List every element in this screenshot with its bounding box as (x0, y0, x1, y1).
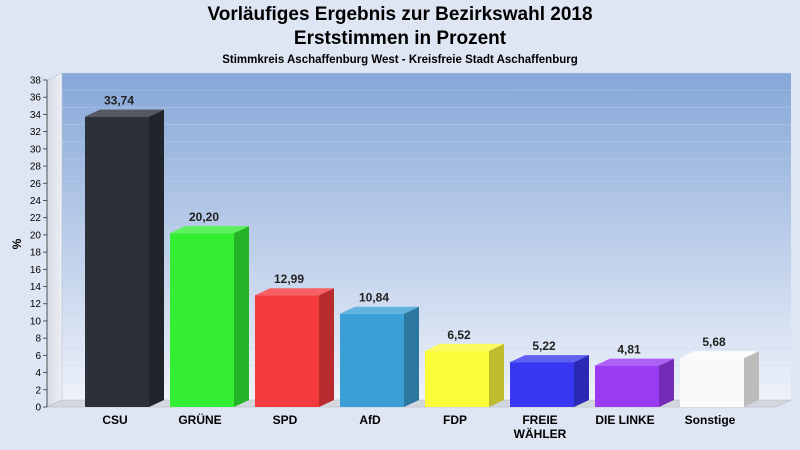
data-label: 4,81 (617, 343, 641, 357)
bar-afd (340, 306, 419, 407)
y-tick-label: 4 (35, 368, 41, 379)
bar-top (255, 288, 334, 296)
y-tick-label: 2 (35, 385, 41, 396)
bar-side (574, 355, 589, 407)
x-tick-label: WÄHLER (514, 426, 567, 441)
y-tick-label: 14 (30, 282, 42, 293)
data-label: 20,20 (189, 210, 219, 224)
y-tick-label: 10 (30, 316, 42, 327)
data-label: 5,22 (532, 339, 556, 353)
bar-csu (85, 109, 164, 408)
bar-top (425, 343, 504, 351)
y-tick-label: 20 (30, 230, 42, 241)
bar-top (680, 351, 759, 359)
bar-front (85, 116, 149, 408)
y-tick-label: 32 (30, 127, 42, 138)
gridline (46, 279, 791, 287)
x-tick-label: DIE LINKE (595, 413, 654, 427)
gridline (46, 124, 791, 132)
x-tick-label: FDP (443, 413, 467, 427)
bar-front (510, 362, 574, 407)
y-tick-label: 12 (30, 299, 42, 310)
chart-subtitle: Erststimmen in Prozent (293, 28, 507, 49)
chart-title: Vorläufiges Ergebnis zur Bezirkswahl 201… (207, 4, 593, 25)
bar-side (744, 351, 759, 407)
gridline (46, 141, 791, 150)
bar-spd (255, 288, 334, 407)
x-tick-label: AfD (359, 413, 381, 427)
x-tick-label: FREIE (522, 413, 557, 427)
y-axis-label: % (10, 238, 24, 249)
gridline (46, 227, 791, 236)
x-tick-label: CSU (102, 413, 127, 427)
gridline (46, 210, 791, 219)
gridline (46, 330, 791, 339)
chart-caption: Stimmkreis Aschaffenburg West - Kreisfre… (222, 54, 578, 66)
bar-top (85, 109, 164, 117)
y-tick-label: 18 (30, 248, 42, 259)
data-label: 12,99 (274, 272, 304, 286)
bar-grüne (170, 226, 249, 407)
y-tick-label: 26 (30, 179, 42, 190)
data-label: 6,52 (447, 328, 471, 342)
bar-side (659, 358, 674, 407)
y-tick-label: 34 (30, 110, 42, 121)
bar-front (425, 350, 489, 407)
bar-side (234, 226, 249, 407)
bar-front (340, 313, 404, 407)
data-label: 10,84 (359, 291, 389, 305)
bar-side (149, 109, 164, 408)
x-tick-label: SPD (273, 413, 298, 427)
left-wall (46, 72, 63, 408)
gridline (46, 382, 791, 391)
bar-fdp (425, 343, 504, 407)
gridline (46, 193, 791, 201)
y-tick-label: 6 (35, 351, 41, 362)
bar-front (170, 233, 234, 407)
bar-sonstige (680, 351, 759, 407)
gridline (46, 158, 791, 167)
bar-top (340, 306, 419, 314)
data-label: 5,68 (702, 335, 726, 349)
gridline (46, 244, 791, 253)
bar-side (319, 288, 334, 407)
bar-front (595, 365, 659, 407)
gridline (46, 261, 791, 270)
y-tick-label: 22 (30, 213, 42, 224)
bar-side (489, 343, 504, 407)
y-tick-label: 0 (35, 403, 41, 414)
y-tick-label: 24 (30, 196, 42, 207)
y-tick-label: 36 (30, 93, 42, 104)
gridline (46, 348, 791, 356)
y-tick-label: 38 (30, 76, 42, 87)
data-label: 33,74 (104, 94, 134, 108)
bar-top (595, 358, 674, 366)
x-tick-label: GRÜNE (178, 412, 221, 427)
y-tick-label: 30 (30, 144, 42, 155)
bar-front (680, 358, 744, 407)
gridline (46, 107, 791, 115)
y-tick-label: 8 (35, 334, 41, 345)
x-tick-label: Sonstige (685, 413, 736, 427)
bar-top (170, 226, 249, 234)
y-tick-label: 28 (30, 162, 42, 173)
bar-freie-wähler (510, 355, 589, 407)
gridline (46, 313, 791, 322)
gridline (46, 72, 791, 81)
gridline (46, 296, 791, 305)
bar-die-linke (595, 358, 674, 407)
gridline (46, 365, 791, 373)
gridline (46, 175, 791, 184)
bar-side (404, 306, 419, 407)
gridline (46, 89, 791, 98)
bar-top (510, 355, 589, 363)
y-tick-label: 16 (30, 265, 42, 276)
bar-front (255, 295, 319, 407)
